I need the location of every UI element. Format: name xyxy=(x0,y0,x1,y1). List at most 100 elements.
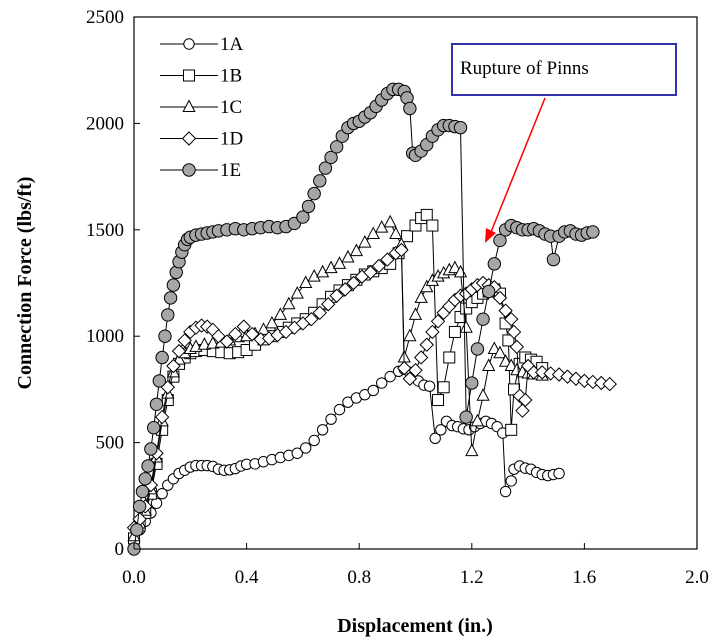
data-point-1D xyxy=(219,334,235,349)
data-point-1D xyxy=(177,333,192,348)
data-point-1E xyxy=(459,410,473,424)
data-point-1D xyxy=(594,375,609,391)
data-point-1C xyxy=(459,320,473,333)
data-point-1D xyxy=(413,350,429,365)
data-point-1B xyxy=(426,219,439,232)
data-point-1D xyxy=(515,403,530,418)
data-point-1A xyxy=(553,467,565,480)
legend-label: 1A xyxy=(220,34,244,55)
data-point-1D xyxy=(211,328,226,344)
data-point-1C xyxy=(504,358,518,371)
data-point-1A xyxy=(423,380,436,392)
data-point-1D xyxy=(543,366,558,381)
data-point-1E xyxy=(313,174,327,188)
annotation: Rupture of Pinns xyxy=(451,43,677,243)
data-point-1C xyxy=(282,296,296,310)
series-line-1E xyxy=(133,88,593,550)
data-point-1A xyxy=(429,432,441,445)
data-point-1D xyxy=(492,290,508,306)
data-point-1C xyxy=(256,322,271,335)
data-point-1D xyxy=(312,305,327,320)
legend-item-1A: 1A xyxy=(160,34,244,55)
axes-layer: 0 500 1000 1500 2000 2500 0.0 0.4 0.8 1.2 1.6 2.0 xyxy=(86,7,709,588)
y-tick-label: 1000 xyxy=(86,326,124,347)
data-point-1E xyxy=(586,225,600,239)
x-axis-title: Displacement (in.) xyxy=(337,615,493,637)
data-point-1A xyxy=(367,384,379,397)
data-point-1D xyxy=(380,252,395,267)
data-point-1E xyxy=(481,284,496,299)
legend-item-1E: 1E xyxy=(160,160,241,181)
data-point-1D xyxy=(236,319,251,334)
legend: 1A 1B 1C 1D 1E xyxy=(160,34,244,181)
data-point-1D xyxy=(585,374,601,390)
data-point-1C xyxy=(349,243,364,257)
data-point-1E xyxy=(141,459,155,473)
y-tick-label: 0 xyxy=(115,539,125,560)
data-point-1C xyxy=(389,226,403,240)
data-point-1A xyxy=(435,424,447,436)
y-tick-label: 2500 xyxy=(86,7,124,28)
data-point-1D xyxy=(363,265,378,280)
legend-label: 1B xyxy=(220,66,242,87)
annotation-arrow-line xyxy=(490,97,546,233)
series-layer xyxy=(126,82,617,556)
annotation-text: Rupture of Pinns xyxy=(460,58,589,79)
data-point-1E xyxy=(301,199,316,214)
data-point-1D xyxy=(402,371,418,386)
annotation-box xyxy=(451,43,677,96)
data-point-1C xyxy=(403,328,417,342)
data-point-1D xyxy=(430,314,446,329)
data-point-1C xyxy=(358,234,372,248)
data-point-1D xyxy=(509,339,525,355)
data-point-1C xyxy=(197,337,212,350)
data-point-1C xyxy=(487,341,501,354)
data-point-1D xyxy=(518,392,533,408)
data-point-1B xyxy=(432,394,445,407)
legend-marker-1D xyxy=(181,131,197,146)
data-point-1E xyxy=(135,484,150,499)
data-point-1D xyxy=(504,311,519,327)
data-point-1C xyxy=(493,345,507,359)
data-point-1E xyxy=(163,291,178,305)
data-point-1B xyxy=(505,423,518,436)
data-point-1D xyxy=(321,297,336,312)
data-point-1E xyxy=(149,397,164,411)
data-point-1A xyxy=(325,413,337,425)
data-point-1A xyxy=(505,475,517,487)
plot-frame xyxy=(133,16,698,550)
data-point-1E xyxy=(161,308,175,322)
data-point-1D xyxy=(534,365,550,380)
data-point-1E xyxy=(132,499,147,514)
series-1C xyxy=(127,214,549,542)
data-point-1A xyxy=(384,370,396,383)
y-tick-label: 500 xyxy=(96,433,125,454)
data-point-1E xyxy=(296,210,310,224)
data-point-1B xyxy=(437,381,450,394)
data-point-1B xyxy=(502,334,515,347)
data-point-1D xyxy=(154,409,170,425)
legend-marker-1A xyxy=(183,38,195,50)
data-point-1E xyxy=(493,233,507,248)
data-point-1C xyxy=(448,260,462,274)
data-point-1C xyxy=(265,315,279,329)
x-tick-label: 2.0 xyxy=(685,567,709,588)
data-point-1A xyxy=(308,434,320,447)
data-point-1A xyxy=(333,403,346,416)
data-point-1C xyxy=(206,336,220,349)
x-tick-label: 0.8 xyxy=(347,567,371,588)
data-point-1B xyxy=(420,208,433,221)
data-point-1E xyxy=(155,350,169,365)
data-point-1C xyxy=(273,307,288,320)
series-1A xyxy=(128,363,565,555)
data-point-1A xyxy=(291,447,303,459)
x-tick-label: 1.2 xyxy=(460,567,484,588)
data-point-1A xyxy=(499,485,512,498)
data-point-1C xyxy=(299,275,313,288)
legend-label: 1D xyxy=(220,129,243,150)
data-point-1E xyxy=(158,329,172,343)
data-point-1E xyxy=(470,342,485,356)
data-point-1D xyxy=(329,288,344,303)
data-point-1D xyxy=(245,326,260,342)
